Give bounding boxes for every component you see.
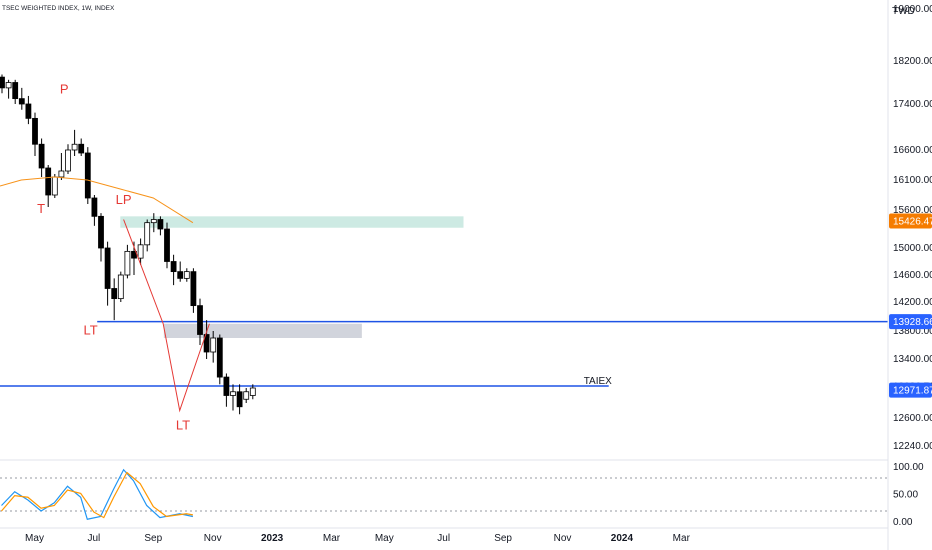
- annotation-label: T: [37, 201, 45, 216]
- candle-body: [91, 197, 98, 217]
- candle-body: [51, 176, 58, 196]
- price-tick-label: 15600.00: [893, 205, 932, 216]
- price-tick-label: 13400.00: [893, 354, 932, 365]
- time-tick-label: Nov: [204, 533, 222, 544]
- oscillator-tick-label: 100.00: [893, 462, 924, 473]
- time-tick-label: Sep: [494, 533, 512, 544]
- annotation-label: LT: [176, 418, 190, 433]
- price-tag-bg: [889, 314, 932, 330]
- candle-body: [12, 82, 19, 100]
- oscillator-tick-label: 50.00: [893, 490, 918, 501]
- time-tick-label: Sep: [144, 533, 162, 544]
- candle-body: [183, 271, 190, 279]
- candle-body: [170, 261, 177, 273]
- time-tick-label: Mar: [323, 533, 341, 544]
- candle-body: [117, 274, 124, 300]
- time-tick-label: May: [25, 533, 44, 544]
- candle-body: [249, 387, 256, 396]
- candle-body: [98, 215, 104, 249]
- candle-body: [210, 337, 217, 353]
- price-tick-label: 18200.00: [893, 56, 932, 67]
- time-axis[interactable]: May Jul Sep Nov 2023 Mar May Jul Sep Nov 2024 Mar: [25, 533, 691, 544]
- price-tick-label: 14200.00: [893, 297, 932, 308]
- annotation-label: LP: [116, 192, 132, 207]
- time-tick-label: 2024: [611, 533, 634, 544]
- trendline: [123, 219, 210, 413]
- candle-body: [38, 143, 45, 169]
- time-tick-label: Nov: [554, 533, 572, 544]
- candle-body: [236, 391, 243, 408]
- price-tag-label: 15426.47: [893, 216, 932, 227]
- oscillator-line: [1, 468, 194, 520]
- time-tick-label: Mar: [673, 533, 691, 544]
- candle-body: [78, 143, 85, 154]
- price-axis[interactable]: 19000.00 18200.00 17400.00 16600.00 16100.00…: [893, 4, 932, 528]
- price-tick-label: 15000.00: [893, 243, 932, 254]
- candle-body: [177, 271, 184, 279]
- candle-body: [164, 228, 170, 262]
- moving-average-line: [0, 176, 194, 224]
- candle-body: [104, 247, 111, 289]
- price-tick-label: 16100.00: [893, 175, 932, 186]
- price-tag-bg: [889, 213, 932, 229]
- price-tick-label: 19000.00: [893, 4, 932, 15]
- candle-body: [157, 219, 164, 230]
- candle-body: [32, 117, 38, 145]
- level-label: TAIEX: [584, 376, 612, 387]
- candle-body: [230, 391, 236, 396]
- trendline-layer: [123, 219, 210, 413]
- oscillator-layer: [0, 468, 888, 520]
- moving-average-layer: [0, 176, 194, 224]
- candle-body: [223, 376, 230, 396]
- levels-layer: TAIEX: [0, 320, 888, 387]
- candle-body: [144, 222, 151, 246]
- price-tag-label: 13928.66: [893, 317, 932, 328]
- candle-body: [71, 143, 78, 151]
- candle-body: [190, 271, 197, 307]
- candle-body: [25, 103, 32, 119]
- annotation-label: P: [60, 81, 69, 96]
- time-tick-label: 2023: [261, 533, 284, 544]
- annotations-layer: P T LP LT LT: [37, 81, 190, 432]
- candle-body: [111, 288, 118, 300]
- price-tick-label: 14600.00: [893, 270, 932, 281]
- candle-body: [150, 219, 157, 224]
- candle-body: [5, 82, 12, 89]
- candle-body: [137, 244, 144, 259]
- candle-body: [45, 167, 52, 196]
- oscillator-line: [1, 471, 193, 519]
- time-tick-label: Jul: [88, 533, 101, 544]
- price-tick-label: 16600.00: [893, 145, 932, 156]
- candle-body: [84, 152, 91, 199]
- price-tag-bg: [889, 382, 932, 398]
- annotation-label: LT: [83, 323, 97, 338]
- candle-body: [0, 76, 5, 89]
- candle-body: [58, 170, 65, 178]
- zone-rect: [120, 216, 464, 228]
- zone-rect: [163, 323, 362, 338]
- currency-label: TWD: [892, 6, 915, 17]
- price-tick-label: 13800.00: [893, 326, 932, 337]
- candles-layer: [0, 74, 256, 415]
- candle-body: [243, 391, 250, 400]
- oscillator-tick-label: 0.00: [893, 517, 913, 528]
- candle-body: [203, 334, 210, 353]
- candle-body: [197, 305, 203, 335]
- candle-body: [124, 250, 131, 276]
- time-tick-label: Jul: [437, 533, 450, 544]
- price-tick-label: 12240.00: [893, 441, 932, 452]
- price-tag-label: 12971.87: [893, 386, 932, 397]
- price-tick-label: 17400.00: [893, 99, 932, 110]
- chart-title: TSEC WEIGHTED INDEX, 1W, INDEX: [2, 5, 115, 12]
- price-tick-label: 12600.00: [893, 413, 932, 424]
- time-tick-label: May: [375, 533, 394, 544]
- candle-body: [65, 149, 71, 172]
- candle-body: [18, 98, 25, 105]
- candle-body: [216, 337, 223, 378]
